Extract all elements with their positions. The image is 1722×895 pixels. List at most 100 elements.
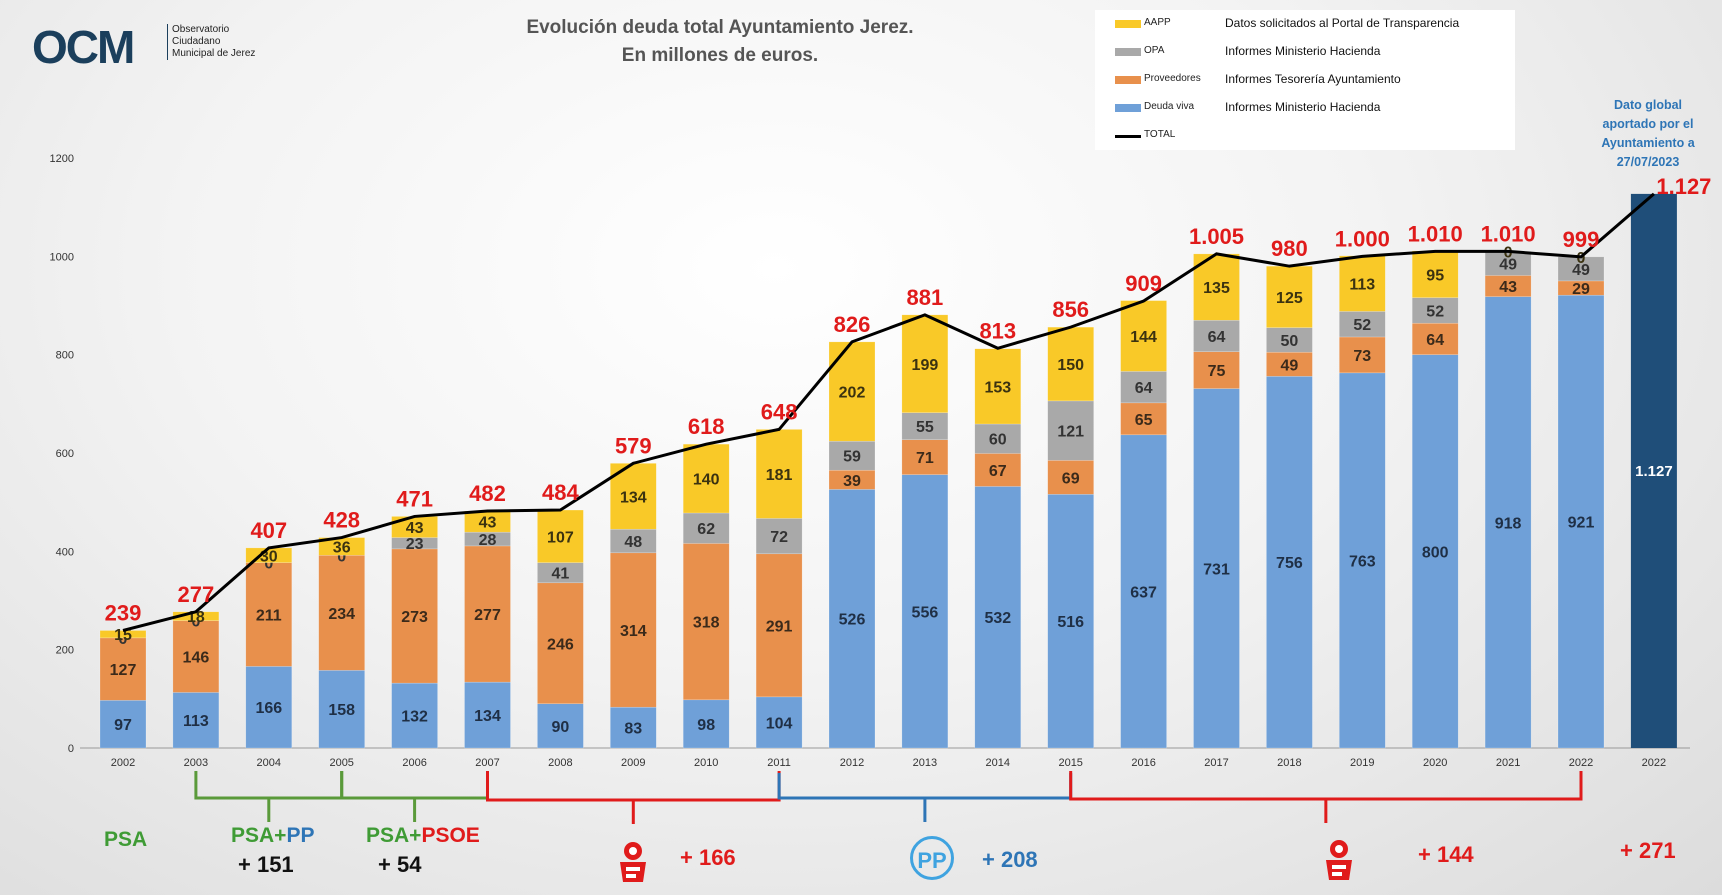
data-label-aapp: 43	[479, 515, 497, 532]
total-label: 484	[542, 480, 579, 505]
data-label-opa: 48	[624, 534, 642, 551]
party-pp: PP	[286, 824, 315, 847]
party-psa: PSA+	[231, 824, 287, 847]
bar-segment-proveedores	[1266, 351, 1313, 377]
x-tick-label: 2021	[1496, 757, 1520, 769]
x-tick-label: 2006	[402, 757, 426, 769]
period-psa-pp-label: PSA+PP	[231, 824, 314, 848]
period-bracket-psa-psoe	[340, 771, 489, 822]
data-label-aapp: 134	[620, 489, 647, 506]
y-tick-label: 0	[68, 743, 74, 755]
period-psoe-2-delta: + 144	[1418, 842, 1474, 867]
period-psa-psoe-label: PSA+PSOE	[366, 824, 480, 848]
note-line-4: 27/07/2023	[1616, 155, 1680, 169]
bar-segment-proveedores	[901, 439, 949, 475]
x-tick-label: 2019	[1350, 757, 1374, 769]
bar-segment-deuda-viva	[172, 692, 220, 749]
x-tick-label: 2014	[986, 757, 1010, 769]
data-label-proveedores: 71	[916, 450, 934, 467]
x-tick-label: 2013	[913, 757, 937, 769]
bar-segment-aapp	[1266, 265, 1313, 328]
bar-segment-deuda-viva	[974, 486, 1022, 749]
bar-segment-opa	[1339, 311, 1386, 338]
legend-source-proveedores: Informes Tesorería Ayuntamiento	[1225, 72, 1401, 86]
bar-segment-aapp	[1339, 255, 1386, 312]
chart-title-block: Evolución deuda total Ayuntamiento Jerez…	[420, 14, 1020, 70]
y-tick-label: 1000	[50, 251, 74, 263]
bar-segment-aapp	[974, 348, 1022, 425]
bar-segment-deuda-viva	[755, 696, 803, 749]
data-label-proveedores: 75	[1208, 363, 1226, 380]
data-label-opa: 72	[770, 529, 788, 546]
data-label-opa: 0	[191, 614, 200, 631]
legend-swatch-opa	[1115, 48, 1141, 56]
total-label: 826	[834, 312, 871, 337]
data-label-opa: 52	[1426, 303, 1444, 320]
legend-name-opa: OPA	[1144, 45, 1165, 56]
total-label: 648	[761, 399, 798, 424]
ocm-logo: OCM Observatorio Ciudadano Municipal de …	[32, 18, 262, 74]
bar-segment-deuda-viva	[1411, 354, 1459, 749]
data-label-proveedores: 127	[110, 662, 137, 679]
bar-segment-proveedores	[318, 555, 365, 671]
bar-global-label: 1.127	[1635, 463, 1673, 480]
bar-segment-opa	[1557, 256, 1605, 282]
data-label-aapp: 43	[406, 520, 424, 537]
data-label-proveedores: 277	[474, 607, 501, 624]
logo-line-2: Ciudadano	[172, 36, 221, 47]
x-tick-label: 2022	[1569, 757, 1593, 769]
bar-segment-deuda-viva	[99, 700, 147, 749]
bar-segment-opa	[755, 518, 803, 555]
bar-segment-opa	[828, 440, 876, 471]
data-label-aapp: 181	[766, 467, 793, 484]
legend-name-aapp: AAPP	[1144, 17, 1171, 28]
data-label-opa: 64	[1208, 329, 1226, 346]
data-label-opa: 49	[1499, 256, 1517, 273]
period-bracket-psa-pp	[194, 771, 344, 822]
data-label-proveedores: 29	[1572, 281, 1590, 298]
psoe-rose-icon	[1326, 840, 1352, 880]
legend-source-aapp: Datos solicitados al Portal de Transpare…	[1225, 16, 1460, 30]
legend-source-deuda-viva: Informes Ministerio Hacienda	[1225, 100, 1381, 114]
data-label-proveedores: 73	[1353, 348, 1371, 365]
data-label-deuda-viva: 731	[1203, 561, 1230, 578]
logo-line-1: Observatorio	[172, 24, 230, 35]
bar-segment-deuda-viva	[610, 706, 657, 749]
total-label: 277	[178, 582, 215, 607]
data-label-opa: 28	[479, 532, 497, 549]
period-psoe-1-delta: + 166	[680, 845, 736, 870]
data-label-opa: 55	[916, 419, 934, 436]
total-label: 407	[250, 518, 287, 543]
data-label-aapp: 15	[114, 627, 132, 644]
data-label-deuda-viva: 637	[1130, 584, 1157, 601]
data-label-deuda-viva: 97	[114, 717, 132, 734]
total-line	[122, 192, 1655, 632]
bar-segment-aapp	[537, 509, 584, 563]
party-psoe: PSOE	[421, 824, 480, 847]
data-label-opa: 62	[697, 521, 715, 538]
data-label-aapp: 144	[1130, 329, 1157, 346]
bar-segment-proveedores	[245, 562, 293, 667]
total-label: 1.005	[1189, 224, 1244, 249]
bar-segment-proveedores	[610, 552, 657, 708]
logo-line-3: Municipal de Jerez	[172, 48, 256, 59]
data-label-aapp: 107	[547, 529, 574, 546]
legend-name-proveedores: Proveedores	[1144, 73, 1201, 84]
data-label-aapp: 125	[1276, 290, 1303, 307]
x-tick-label: 2005	[329, 757, 353, 769]
bar-segment-proveedores	[1193, 351, 1240, 389]
logo-mark: OCM	[32, 21, 135, 73]
total-label: 1.000	[1335, 226, 1390, 251]
period-psa-pp-delta: + 151	[238, 852, 294, 877]
total-label: 999	[1563, 227, 1600, 252]
bar-segment-deuda-viva	[1339, 372, 1386, 749]
data-label-proveedores: 49	[1281, 357, 1299, 374]
bar-segment-deuda-viva	[245, 666, 293, 749]
x-tick-label: 2010	[694, 757, 718, 769]
bar-segment-proveedores	[1047, 460, 1094, 495]
legend-swatch-aapp	[1115, 20, 1141, 28]
note-line-2: aportado por el	[1602, 117, 1694, 131]
data-label-deuda-viva: 921	[1568, 515, 1595, 532]
bar-segment-deuda-viva	[1557, 294, 1605, 749]
